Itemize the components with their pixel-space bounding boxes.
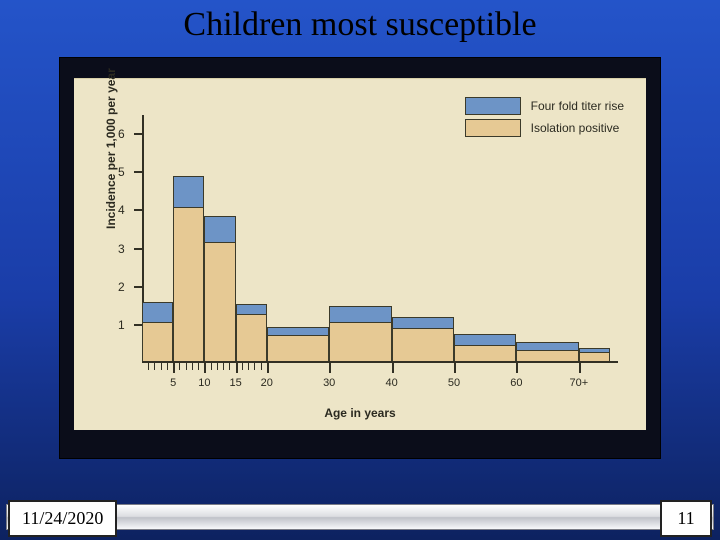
x-major-tick <box>329 363 331 373</box>
x-minor-tick <box>179 363 180 370</box>
y-tick <box>134 209 142 211</box>
x-major-tick <box>267 363 269 373</box>
legend-label: Four fold titer rise <box>531 99 624 113</box>
bar <box>173 176 204 361</box>
plot-area: 51015203040506070+ 123456 <box>142 115 610 363</box>
y-axis-label: Incidence per 1,000 per year <box>104 68 118 229</box>
bar-divider <box>329 322 391 323</box>
x-tick-label: 30 <box>323 377 335 389</box>
slide-footer: 11/24/2020 11 <box>0 490 720 540</box>
bar <box>142 302 173 361</box>
x-major-tick <box>454 363 456 373</box>
x-minor-tick <box>186 363 187 370</box>
x-axis-label: Age in years <box>74 406 646 420</box>
y-tick <box>134 324 142 326</box>
x-major-tick <box>516 363 518 373</box>
x-minor-tick <box>248 363 249 370</box>
bar-outline <box>267 327 329 361</box>
x-minor-tick <box>192 363 193 370</box>
x-minor-tick <box>223 363 224 370</box>
y-tick <box>134 133 142 135</box>
bar-divider <box>579 352 610 353</box>
y-tick-label: 5 <box>118 165 125 179</box>
x-minor-tick <box>254 363 255 370</box>
bar-divider <box>142 322 173 323</box>
bar-outline <box>392 317 454 361</box>
legend-swatch <box>465 97 521 115</box>
y-tick-label: 1 <box>118 318 125 332</box>
y-tick-label: 2 <box>118 280 125 294</box>
x-major-tick <box>392 363 394 373</box>
bar-outline <box>579 348 610 361</box>
bar-outline <box>173 176 204 361</box>
bar <box>454 334 516 361</box>
x-minor-tick <box>211 363 212 370</box>
x-major-tick <box>173 363 175 373</box>
bar-divider <box>236 314 267 315</box>
x-tick-label: 5 <box>170 377 176 389</box>
bar-outline <box>236 304 267 361</box>
y-tick-label: 6 <box>118 127 125 141</box>
x-tick-label: 20 <box>261 377 273 389</box>
page-number: 11 <box>660 500 712 537</box>
bar-divider <box>454 345 516 346</box>
y-tick <box>134 286 142 288</box>
legend-item: Four fold titer rise <box>465 97 624 115</box>
bar <box>516 342 578 361</box>
chart-container: Incidence per 1,000 per year Age in year… <box>60 58 660 458</box>
x-tick-label: 10 <box>198 377 210 389</box>
bar-outline <box>454 334 516 361</box>
bar-divider <box>173 207 204 208</box>
y-tick-label: 4 <box>118 203 125 217</box>
bar-divider <box>204 242 235 243</box>
bar <box>392 317 454 361</box>
bar <box>579 348 610 361</box>
x-minor-tick <box>161 363 162 370</box>
x-tick-label: 70+ <box>569 377 588 389</box>
bar <box>267 327 329 361</box>
x-minor-tick <box>242 363 243 370</box>
x-minor-tick <box>229 363 230 370</box>
bar <box>236 304 267 361</box>
x-tick-label: 50 <box>448 377 460 389</box>
bar-outline <box>142 302 173 361</box>
x-tick-label: 60 <box>510 377 522 389</box>
bar-divider <box>267 335 329 336</box>
x-minor-tick <box>148 363 149 370</box>
bar-divider <box>392 328 454 329</box>
x-tick-label: 15 <box>229 377 241 389</box>
page-title: Children most susceptible <box>0 0 720 44</box>
bar-outline <box>329 306 391 361</box>
x-minor-tick <box>154 363 155 370</box>
footer-date: 11/24/2020 <box>8 500 117 537</box>
y-tick <box>134 248 142 250</box>
y-tick <box>134 171 142 173</box>
x-minor-tick <box>167 363 168 370</box>
x-major-tick <box>204 363 206 373</box>
bar-outline <box>204 216 235 361</box>
bar-divider <box>516 350 578 351</box>
x-tick-label: 40 <box>385 377 397 389</box>
bar-outline <box>516 342 578 361</box>
x-minor-tick <box>198 363 199 370</box>
x-major-tick <box>236 363 238 373</box>
y-tick-label: 3 <box>118 242 125 256</box>
bar <box>329 306 391 361</box>
chart-panel: Incidence per 1,000 per year Age in year… <box>74 78 646 430</box>
x-ticks: 51015203040506070+ <box>142 363 610 373</box>
x-major-tick <box>579 363 581 373</box>
x-minor-tick <box>261 363 262 370</box>
bar <box>204 216 235 361</box>
x-minor-tick <box>217 363 218 370</box>
